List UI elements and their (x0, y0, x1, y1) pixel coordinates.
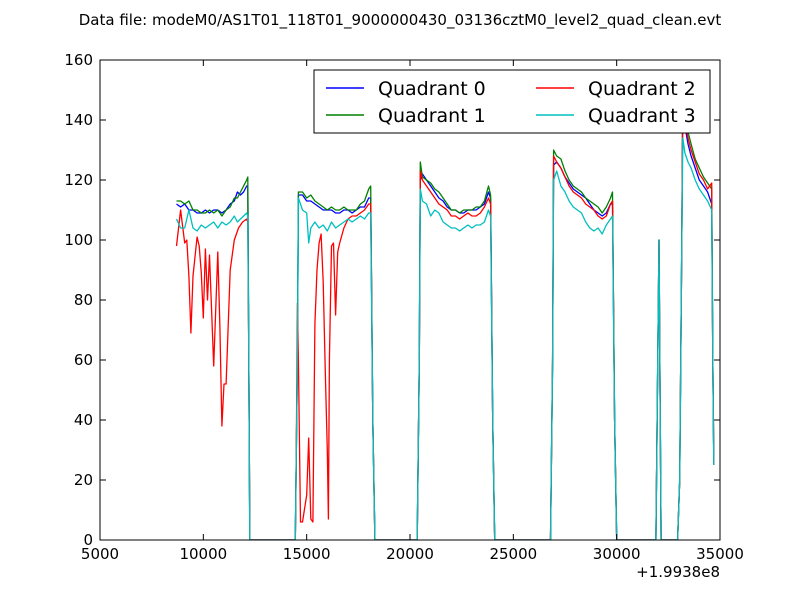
y-tick-label: 20 (74, 471, 93, 489)
legend: Quadrant 0 Quadrant 1 Quadrant 2 Quadrant 3 (313, 69, 711, 134)
x-tick-label: 35000 (696, 545, 744, 563)
y-tick-label: 120 (64, 171, 93, 189)
y-tick-label: 160 (64, 51, 93, 69)
y-tick-label: 40 (74, 411, 93, 429)
series-line-quadrant-1 (176, 92, 715, 540)
legend-label-quadrant-3: Quadrant 3 (588, 105, 696, 127)
x-tick-label: 15000 (283, 545, 331, 563)
series-line-quadrant-3 (175, 137, 715, 540)
legend-label-quadrant-0: Quadrant 0 (378, 78, 486, 100)
y-tick-label: 80 (74, 291, 93, 309)
series-line-quadrant-2 (175, 89, 715, 540)
legend-box (313, 69, 711, 134)
y-tick-label: 140 (64, 111, 93, 129)
x-tick-label: 25000 (489, 545, 537, 563)
chart-title: Data file: modeM0/AS1T01_118T01_90000004… (79, 11, 722, 30)
y-tick-label: 100 (64, 231, 93, 249)
x-tick-label: 20000 (386, 545, 434, 563)
series-layer (175, 89, 715, 540)
x-tick-label: 5000 (81, 545, 119, 563)
y-tick-label: 0 (83, 531, 93, 549)
legend-label-quadrant-2: Quadrant 2 (588, 78, 696, 100)
x-tick-label: 10000 (179, 545, 227, 563)
y-tick-label: 60 (74, 351, 93, 369)
axis-ticks: 5000 10000 15000 20000 25000 30000 35000 0 20 40 6… (64, 51, 744, 563)
legend-label-quadrant-1: Quadrant 1 (378, 105, 486, 127)
x-axis-offset-label: +1.9938e8 (636, 563, 720, 581)
series-line-quadrant-0 (176, 101, 715, 540)
x-tick-label: 30000 (593, 545, 641, 563)
